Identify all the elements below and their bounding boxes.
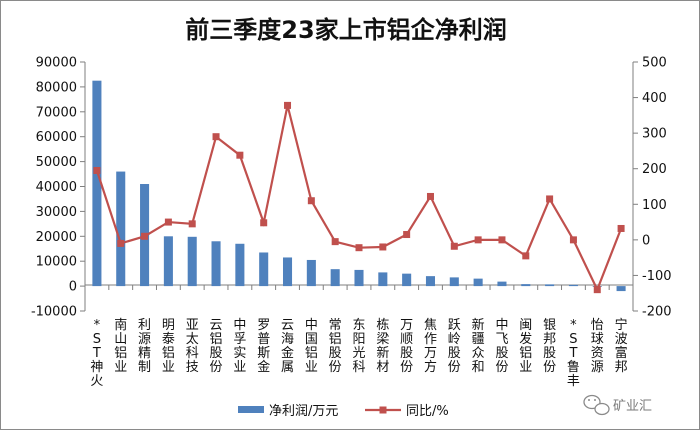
- line-marker: [331, 238, 339, 246]
- bar: [116, 171, 126, 287]
- y-left-tick-label: -10000: [31, 305, 77, 320]
- category-label: 中国铝业: [305, 318, 318, 375]
- y-left-tick-label: 50000: [36, 155, 77, 170]
- category-label: 利源精制: [138, 318, 151, 375]
- category-label: 万顺股份: [400, 318, 413, 375]
- line-marker: [355, 244, 363, 252]
- line-series: [95, 105, 623, 293]
- line-marker: [474, 236, 482, 244]
- wechat-icon: [583, 394, 610, 416]
- line-marker: [93, 166, 101, 174]
- chart-title: 前三季度23家上市铝企净利润: [185, 16, 506, 44]
- line-marker: [236, 151, 244, 159]
- category-label: 焦作万方: [424, 318, 437, 375]
- line-marker: [164, 218, 172, 226]
- y-left-tick-label: 80000: [36, 80, 77, 95]
- category-label: 云铝股份: [210, 318, 223, 375]
- legend: 净利润/万元 同比/%: [238, 404, 449, 419]
- bar: [425, 276, 436, 287]
- bar: [497, 281, 507, 287]
- y-right-tick-label: 300: [642, 127, 667, 142]
- category-label: 常铝股份: [329, 318, 342, 375]
- y-left-tick-label: 70000: [36, 105, 77, 120]
- y-left-tick-label: 20000: [36, 230, 77, 245]
- category-label: 怡球资源: [591, 318, 604, 375]
- y-right-tick-label: -200: [642, 305, 672, 320]
- line-marker: [522, 252, 530, 260]
- bar: [402, 273, 412, 287]
- bar: [521, 284, 531, 287]
- legend-label-bar: 净利润/万元: [269, 404, 338, 419]
- y-right-tick-label: 500: [642, 56, 667, 71]
- category-label: 中飞股份: [495, 318, 508, 375]
- category-label: 银邦股份: [543, 318, 556, 375]
- bar: [568, 284, 578, 287]
- category-label: 南山铝业: [114, 317, 127, 375]
- watermark-text: 矿业汇: [613, 399, 652, 414]
- line-marker: [498, 236, 506, 244]
- bar: [378, 272, 388, 287]
- plot-area: -10000 0 10000 20000 30000 40000 50000 60000 700…: [31, 56, 672, 390]
- y-right-tick-label: 0: [642, 233, 650, 248]
- bar: [449, 277, 459, 287]
- line-marker: [284, 101, 292, 109]
- bar: [259, 252, 269, 287]
- bar: [354, 269, 364, 287]
- y-left-tick-label: 60000: [36, 130, 77, 145]
- bar: [306, 259, 316, 287]
- category-label: 明泰铝业: [162, 318, 175, 375]
- category-label: 罗普斯金: [257, 318, 270, 375]
- category-label: 宁波富邦: [615, 317, 628, 375]
- bar: [235, 243, 245, 287]
- line-marker: [593, 286, 601, 294]
- category-label: 闽发铝业: [519, 318, 532, 375]
- line-marker: [260, 219, 268, 227]
- line-marker: [141, 232, 149, 240]
- y-right-tick-label: 200: [642, 162, 667, 177]
- legend-label-line: 同比/%: [406, 404, 449, 419]
- bar: [163, 236, 173, 287]
- line-marker: [450, 242, 458, 250]
- category-label: 跃岭股份: [448, 318, 461, 375]
- line-marker: [212, 133, 220, 141]
- y-right-tick-label: 400: [642, 91, 667, 106]
- line-marker: [117, 239, 125, 247]
- y-left-tick-label: 40000: [36, 180, 77, 195]
- y-right-tick-label: -100: [642, 269, 672, 284]
- bar: [211, 241, 221, 287]
- line-marker: [307, 197, 315, 205]
- bar: [616, 286, 626, 292]
- category-label: 亚太科技: [186, 318, 199, 375]
- y-left-tick-label: 90000: [36, 56, 77, 71]
- bar: [330, 269, 340, 287]
- line-marker: [617, 224, 625, 232]
- bar: [282, 257, 293, 287]
- category-label: 东阳光科: [352, 318, 365, 375]
- line-marker: [188, 220, 196, 228]
- category-label: 中孚实业: [233, 318, 246, 375]
- legend-swatch-bar: [238, 406, 264, 413]
- y-left-tick-label: 0: [69, 280, 77, 295]
- legend-swatch-marker: [379, 406, 387, 414]
- line-marker: [379, 243, 387, 251]
- line-marker: [546, 195, 554, 203]
- bar: [187, 236, 197, 287]
- y-left-tick-label: 30000: [36, 205, 77, 220]
- category-label: 新疆众和: [472, 317, 485, 375]
- category-label: * S T 神火: [90, 318, 103, 389]
- line-marker: [403, 231, 411, 239]
- bar: [92, 80, 102, 287]
- category-label: 云海金属: [281, 318, 294, 375]
- line-marker: [426, 192, 434, 200]
- category-label: 栋梁新材: [376, 317, 389, 375]
- y-left-tick-label: 10000: [36, 255, 77, 270]
- bar: [473, 278, 483, 287]
- y-right-tick-label: 100: [642, 198, 667, 213]
- category-label: * S T 鲁丰: [567, 318, 580, 389]
- bar: [545, 284, 555, 287]
- watermark: 矿业汇: [583, 394, 652, 416]
- line-marker: [569, 236, 577, 244]
